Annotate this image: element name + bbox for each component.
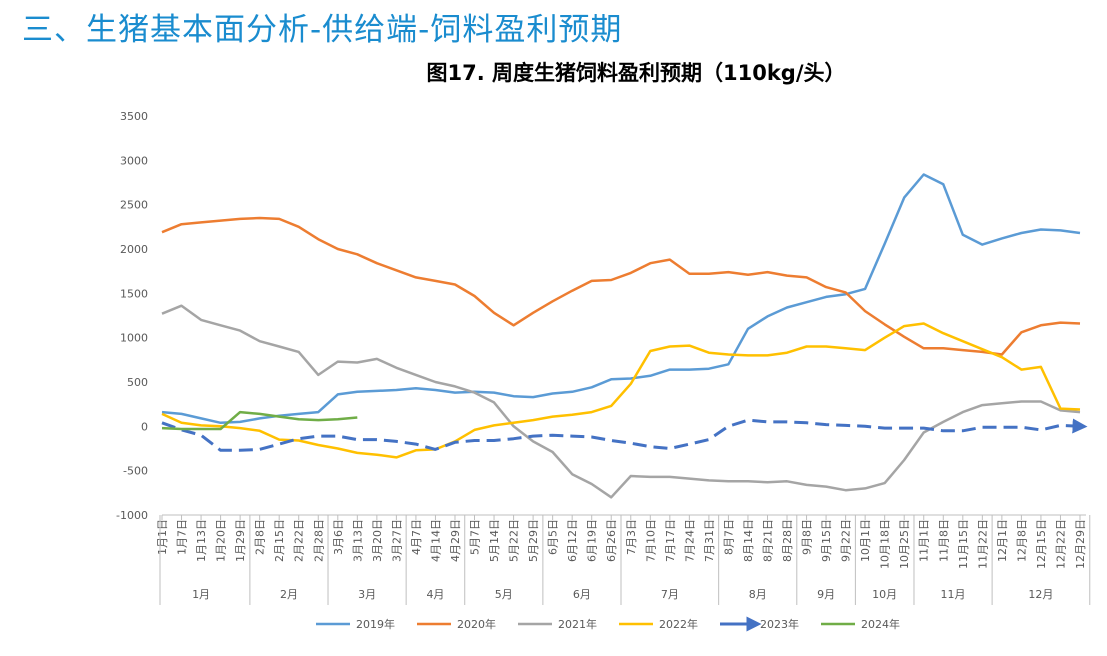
x-tick-label: 12月22日 xyxy=(1054,519,1067,569)
x-tick-label: 1月29日 xyxy=(234,519,247,562)
x-tick-label: 10月18日 xyxy=(879,519,892,569)
month-label: 9月 xyxy=(817,588,835,601)
y-tick-label: -1000 xyxy=(116,509,148,522)
chart-title: 图17. 周度生猪饲料盈利预期（110kg/头） xyxy=(426,61,845,85)
legend-label: 2024年 xyxy=(861,617,900,631)
x-tick-label: 9月15日 xyxy=(820,519,833,562)
x-tick-label: 5月22日 xyxy=(508,519,521,562)
x-tick-label: 6月26日 xyxy=(605,519,618,562)
y-tick-label: -500 xyxy=(123,465,148,478)
month-label: 1月 xyxy=(192,588,210,601)
x-tick-label: 10月1日 xyxy=(859,519,872,562)
y-tick-label: 500 xyxy=(127,376,148,389)
legend-label: 2019年 xyxy=(356,617,395,631)
x-tick-label: 7月31日 xyxy=(703,519,716,562)
series-line xyxy=(161,304,1081,499)
x-tick-label: 11月22日 xyxy=(976,519,989,569)
y-tick-label: 2000 xyxy=(120,243,148,256)
month-label: 3月 xyxy=(358,588,376,601)
x-tick-label: 3月27日 xyxy=(390,519,403,562)
x-tick-label: 5月7日 xyxy=(469,519,482,555)
month-label: 2月 xyxy=(280,588,298,601)
x-tick-label: 4月14日 xyxy=(429,519,442,562)
x-tick-label: 7月24日 xyxy=(683,519,696,562)
x-tick-label: 5月14日 xyxy=(488,519,501,562)
x-tick-label: 1月1日 xyxy=(156,519,169,555)
month-label: 6月 xyxy=(573,588,591,601)
x-tick-label: 7月10日 xyxy=(644,519,657,562)
month-label: 8月 xyxy=(749,588,767,601)
x-tick-label: 9月22日 xyxy=(840,519,853,562)
x-tick-label: 6月12日 xyxy=(566,519,579,562)
x-tick-label: 12月1日 xyxy=(996,519,1009,562)
x-tick-label: 2月15日 xyxy=(273,519,286,562)
month-label: 11月 xyxy=(941,588,966,601)
x-tick-label: 1月20日 xyxy=(215,519,228,562)
y-tick-label: 2500 xyxy=(120,199,148,212)
legend-label: 2021年 xyxy=(558,617,597,631)
x-tick-label: 8月7日 xyxy=(722,519,735,555)
month-label: 12月 xyxy=(1028,588,1053,601)
x-tick-label: 10月25日 xyxy=(898,519,911,569)
x-tick-label: 8月28日 xyxy=(781,519,794,562)
x-tick-label: 8月14日 xyxy=(742,519,755,562)
series-line xyxy=(161,418,1088,452)
x-tick-label: 3月13日 xyxy=(351,519,364,562)
x-tick-label: 11月8日 xyxy=(937,519,950,562)
x-tick-label: 9月8日 xyxy=(801,519,814,555)
y-tick-label: 1000 xyxy=(120,332,148,345)
series-line xyxy=(161,322,1081,459)
month-label: 4月 xyxy=(426,588,444,601)
x-tick-label: 2月22日 xyxy=(293,519,306,562)
month-label: 5月 xyxy=(495,588,513,601)
series-line xyxy=(161,173,1081,425)
legend-label: 2023年 xyxy=(760,617,799,631)
x-tick-label: 6月19日 xyxy=(586,519,599,562)
x-tick-label: 4月7日 xyxy=(410,519,423,555)
x-tick-label: 2月28日 xyxy=(312,519,325,562)
series-line xyxy=(161,410,358,431)
month-label: 10月 xyxy=(872,588,897,601)
legend-label: 2022年 xyxy=(659,617,698,631)
x-tick-label: 5月29日 xyxy=(527,519,540,562)
series-line xyxy=(161,216,1081,356)
legend-label: 2020年 xyxy=(457,617,496,631)
x-tick-label: 4月29日 xyxy=(449,519,462,562)
y-tick-label: 0 xyxy=(141,420,148,433)
y-tick-label: 1500 xyxy=(120,287,148,300)
x-tick-label: 12月29日 xyxy=(1074,519,1087,569)
month-label: 7月 xyxy=(661,588,679,601)
x-tick-label: 8月21日 xyxy=(761,519,774,562)
y-tick-label: 3000 xyxy=(120,154,148,167)
y-tick-label: 3500 xyxy=(120,110,148,123)
x-tick-label: 2月8日 xyxy=(254,519,267,555)
x-tick-label: 11月15日 xyxy=(957,519,970,569)
x-tick-label: 3月20日 xyxy=(371,519,384,562)
x-tick-label: 12月8日 xyxy=(1015,519,1028,562)
x-tick-label: 1月7日 xyxy=(176,519,189,555)
page-title: 三、生猪基本面分析-供给端-饲料盈利预期 xyxy=(22,12,623,48)
x-tick-label: 11月1日 xyxy=(918,519,931,562)
x-tick-label: 6月5日 xyxy=(547,519,560,555)
x-tick-label: 1月13日 xyxy=(195,519,208,562)
x-tick-label: 12月15日 xyxy=(1035,519,1048,569)
x-tick-label: 3月6日 xyxy=(332,519,345,555)
x-tick-label: 7月17日 xyxy=(664,519,677,562)
x-tick-label: 7月3日 xyxy=(625,519,638,555)
